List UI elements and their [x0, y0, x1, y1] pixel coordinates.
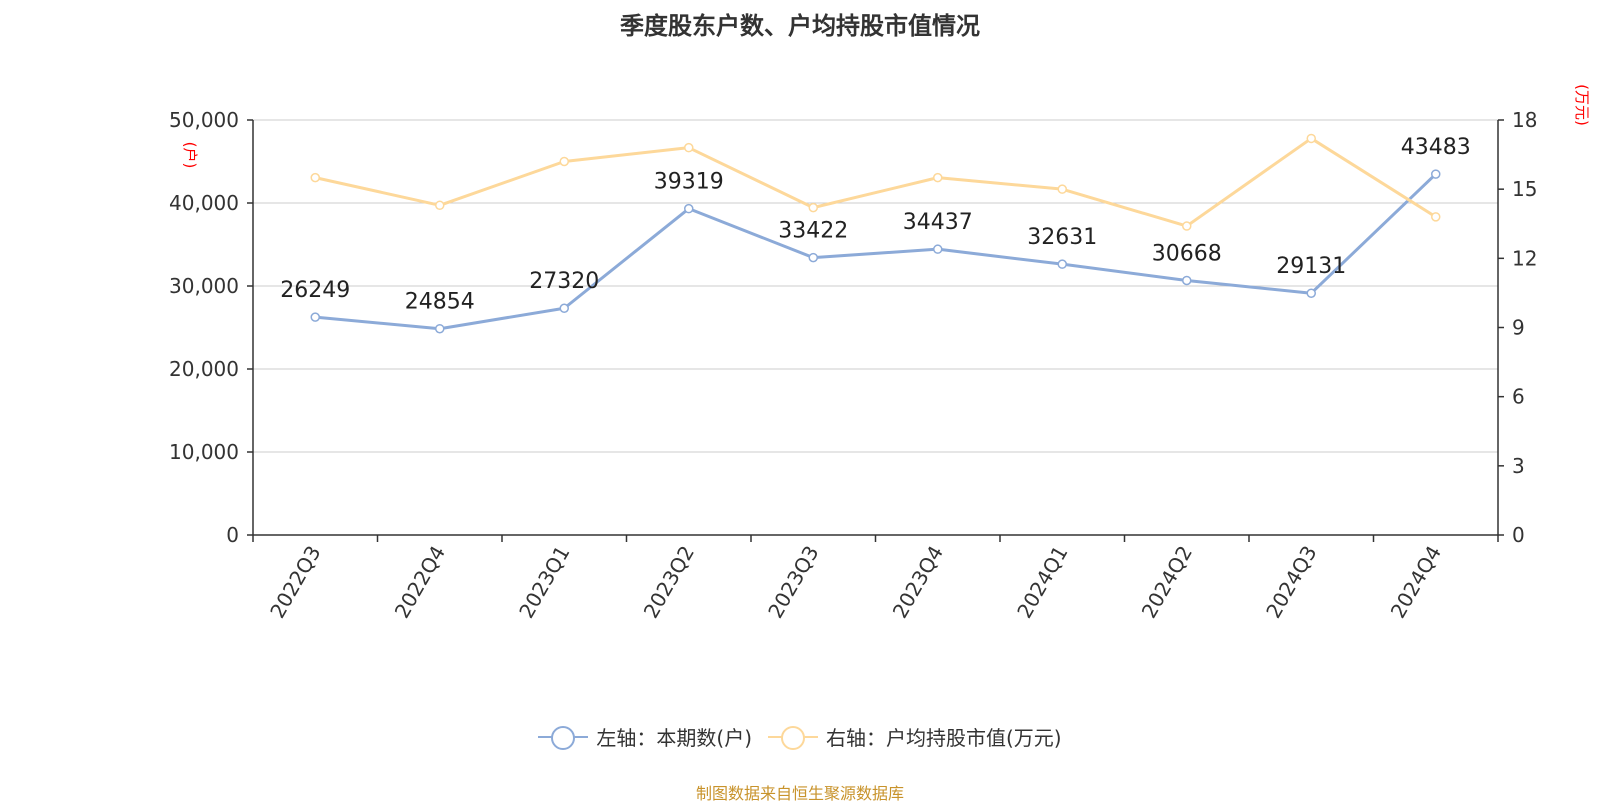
data-label: 24854	[405, 290, 475, 315]
data-source: 制图数据来自恒生聚源数据库	[695, 784, 904, 803]
legend: 左轴：本期数(户) 右轴：户均持股市值(万元)	[0, 722, 1600, 751]
left-tick-label: 20,000	[169, 357, 239, 381]
x-tick-label: 2022Q3	[265, 542, 325, 623]
data-point-avg-value	[933, 172, 943, 183]
right-tick-label: 15	[1512, 177, 1537, 201]
left-tick-label: 40,000	[169, 191, 239, 215]
data-point-households	[1306, 288, 1316, 298]
data-label: 39319	[654, 170, 724, 195]
data-point-households	[1431, 169, 1441, 179]
right-tick-label: 18	[1512, 108, 1537, 132]
data-point-avg-value	[310, 172, 320, 183]
x-tick-label: 2023Q3	[763, 542, 823, 623]
right-tick-label: 12	[1512, 246, 1537, 270]
left-tick-label: 10,000	[169, 440, 239, 464]
legend-marker-avg-value-icon	[768, 725, 818, 750]
data-point-households	[435, 323, 445, 334]
x-tick-label: 2023Q4	[888, 542, 948, 623]
chart-title: 季度股东户数、户均持股市值情况	[620, 12, 980, 40]
data-label: 30668	[1152, 241, 1222, 266]
legend-item-households[interactable]: 左轴：本期数(户)	[538, 722, 752, 751]
left-axis-unit: (户)	[181, 142, 199, 169]
data-point-avg-value	[435, 200, 445, 211]
right-tick-label: 3	[1512, 454, 1525, 478]
data-point-households	[1182, 275, 1192, 286]
data-point-households	[310, 312, 320, 322]
data-point-avg-value	[1057, 184, 1067, 194]
data-point-households	[684, 203, 694, 214]
data-point-households	[559, 303, 569, 313]
data-point-avg-value	[1431, 212, 1441, 222]
series-line-avg-value	[314, 136, 1437, 228]
left-tick-label: 30,000	[169, 274, 239, 298]
data-label: 27320	[529, 269, 599, 294]
data-point-households	[808, 252, 818, 263]
x-tick-label: 2024Q2	[1137, 542, 1197, 623]
data-label: 32631	[1027, 225, 1097, 250]
data-label: 43483	[1401, 135, 1471, 160]
series-line-households	[315, 173, 1437, 331]
x-tick-label: 2023Q1	[514, 542, 574, 623]
x-tick-label: 2022Q4	[390, 542, 450, 623]
data-label: 33422	[778, 219, 848, 244]
right-axis-unit: (万元)	[1573, 84, 1591, 126]
data-point-avg-value	[1306, 133, 1316, 144]
data-point-households	[933, 244, 943, 254]
data-point-avg-value	[559, 156, 569, 167]
right-tick-label: 9	[1512, 316, 1525, 340]
x-tick-label: 2024Q3	[1261, 542, 1321, 623]
right-tick-label: 6	[1512, 385, 1525, 409]
legend-label-avg-value: 右轴：户均持股市值(万元)	[826, 726, 1062, 750]
legend-item-avg-value[interactable]: 右轴：户均持股市值(万元)	[768, 722, 1062, 751]
x-tick-label: 2023Q2	[639, 542, 699, 623]
legend-marker-households-icon	[538, 725, 589, 750]
legend-label-households: 左轴：本期数(户)	[596, 726, 752, 750]
data-point-households	[1057, 259, 1067, 269]
right-tick-label: 0	[1512, 523, 1525, 547]
x-tick-label: 2024Q1	[1012, 542, 1072, 623]
data-point-avg-value	[1182, 221, 1192, 231]
data-label: 29131	[1276, 254, 1346, 279]
data-label: 34437	[903, 210, 973, 235]
left-tick-label: 50,000	[169, 108, 239, 132]
x-tick-label: 2024Q4	[1386, 542, 1446, 623]
left-tick-label: 0	[226, 523, 239, 547]
data-point-avg-value	[684, 142, 694, 153]
data-label: 26249	[280, 278, 350, 303]
data-point-avg-value	[808, 202, 818, 213]
